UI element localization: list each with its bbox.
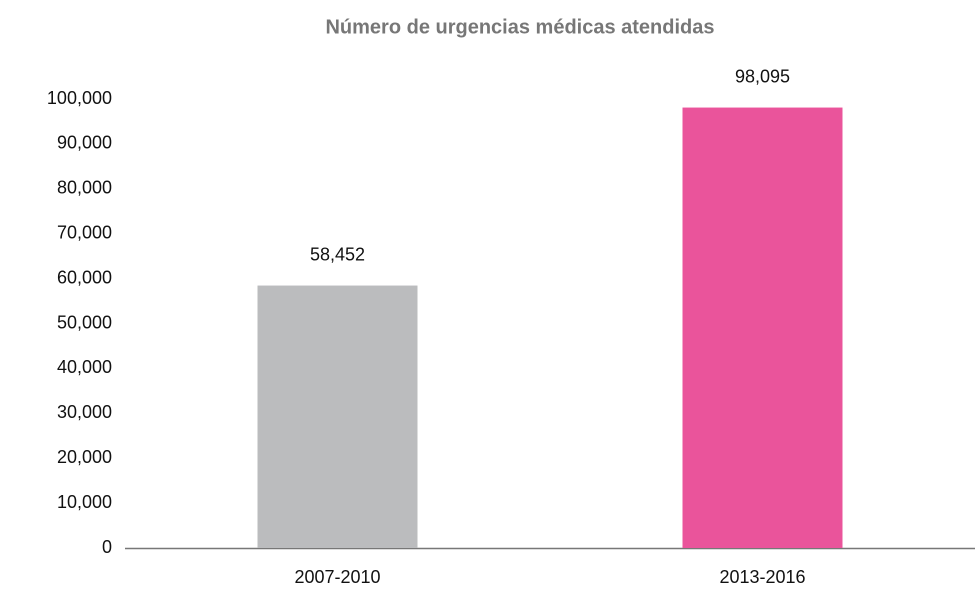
- bar: [682, 107, 843, 548]
- y-tick-label: 100,000: [47, 88, 112, 108]
- y-tick-label: 30,000: [57, 402, 112, 422]
- data-label: 98,095: [735, 66, 790, 86]
- y-tick-label: 20,000: [57, 447, 112, 467]
- chart-title: Número de urgencias médicas atendidas: [325, 16, 714, 38]
- y-tick-label: 10,000: [57, 492, 112, 512]
- y-tick-label: 70,000: [57, 222, 112, 242]
- data-label: 58,452: [310, 244, 365, 264]
- y-tick-label: 80,000: [57, 178, 112, 198]
- y-tick-label: 50,000: [57, 312, 112, 332]
- y-tick-label: 40,000: [57, 357, 112, 377]
- x-tick-label: 2013-2016: [719, 567, 805, 587]
- bar: [257, 285, 418, 548]
- y-tick-label: 60,000: [57, 267, 112, 287]
- x-tick-label: 2007-2010: [294, 567, 380, 587]
- y-tick-label: 90,000: [57, 133, 112, 153]
- y-tick-label: 0: [102, 537, 112, 557]
